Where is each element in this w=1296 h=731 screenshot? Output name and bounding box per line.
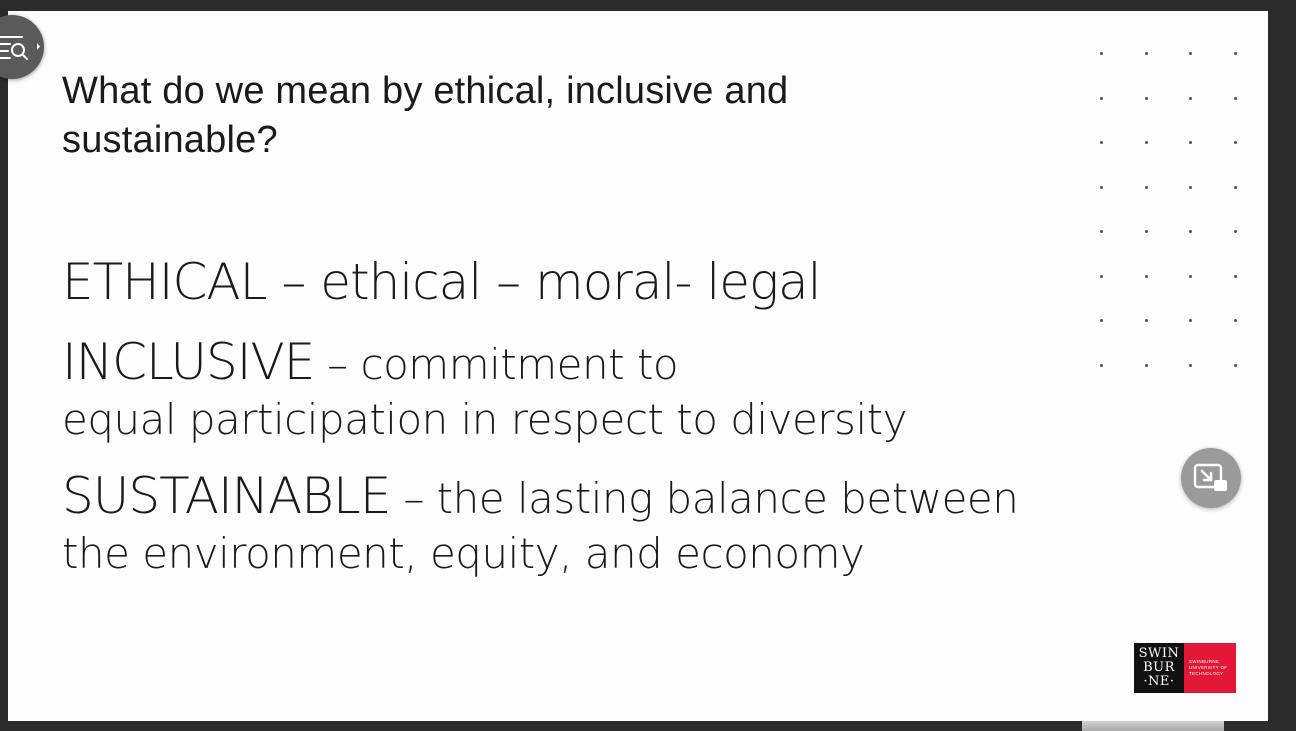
presentation-slide: What do we mean by ethical, inclusive an… [8,11,1268,721]
grid-dot [1144,230,1148,233]
grid-dot [1100,274,1103,278]
grid-dot [1144,52,1148,55]
grid-dot [1233,52,1237,55]
slide-heading: What do we mean by ethical, inclusive an… [62,67,862,165]
inclusive-definition-end: equal participation in respect to divers… [62,395,907,444]
list-search-icon [0,36,40,60]
grid-dot [1189,274,1192,278]
grid-dot [1189,319,1192,322]
grid-dot [1100,363,1103,367]
grid-dot [1144,274,1148,278]
logo-text-1: SWIN [1138,646,1180,661]
grid-dot [1233,319,1237,322]
grid-dot [1100,319,1103,322]
grid-dot [1100,230,1103,233]
sustainable-term: SUSTAINABLE [62,467,391,525]
participant-video-thumbnail[interactable] [1082,721,1224,731]
grid-dot [1189,141,1192,144]
logo-red-block: SWINBURNE UNIVERSITY OF TECHNOLOGY [1184,643,1236,693]
grid-dot [1233,185,1237,189]
heading-line-2: sustainable? [62,119,278,161]
logo-red-text-3: TECHNOLOGY [1189,671,1224,676]
grid-dot [1189,230,1192,233]
grid-dot [1233,274,1237,278]
grid-dot [1233,230,1237,233]
sustainable-definition-start: – the lasting balance between [390,474,1019,523]
logo-red-text-1: SWINBURNE [1189,659,1220,664]
grid-dot [1100,141,1103,144]
grid-dot [1100,96,1103,100]
logo-red-text-2: UNIVERSITY OF [1189,665,1228,670]
logo-wordmark: SWIN BUR ·NE· [1134,643,1184,693]
grid-dot [1144,185,1148,189]
grid-dot [1189,363,1192,367]
grid-dot [1144,141,1148,144]
grid-dot [1100,185,1103,189]
grid-dot [1189,52,1192,55]
grid-dot [1189,185,1192,189]
decorative-dot-grid [1100,52,1237,368]
inclusive-definition-start: – commitment to [314,340,679,389]
grid-dot [1144,96,1148,100]
inclusive-line: INCLUSIVE – commitment to [62,333,679,391]
heading-line-1: What do we mean by ethical, inclusive an… [62,70,789,112]
logo-text-3: ·NE· [1143,674,1175,689]
grid-dot [1144,363,1148,367]
logo-text-2: BUR [1143,660,1175,675]
grid-dot [1233,96,1237,100]
sustainable-line: SUSTAINABLE – the lasting balance betwee… [62,467,1019,525]
grid-dot [1100,52,1103,55]
grid-dot [1189,96,1192,100]
ethical-line: ETHICAL – ethical – moral- legal [62,253,822,311]
grid-dot [1233,363,1237,367]
grid-dot [1144,319,1148,322]
menu-search-button[interactable] [0,15,44,79]
inclusive-term: INCLUSIVE [62,333,315,391]
picture-in-picture-button[interactable] [1181,448,1241,508]
swinburne-logo: SWIN BUR ·NE· SWINBURNE UNIVERSITY OF TE… [1134,643,1236,693]
sustainable-definition-end: the environment, equity, and economy [62,529,865,578]
grid-dot [1233,141,1237,144]
picture-in-picture-icon [1193,463,1227,491]
